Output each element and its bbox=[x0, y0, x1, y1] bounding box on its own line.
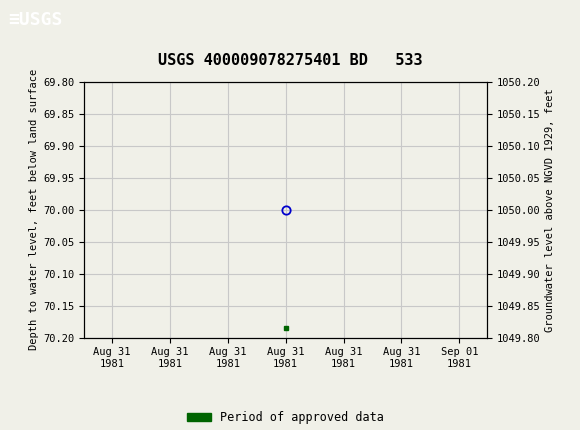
Y-axis label: Depth to water level, feet below land surface: Depth to water level, feet below land su… bbox=[29, 69, 39, 350]
Text: USGS 400009078275401 BD   533: USGS 400009078275401 BD 533 bbox=[158, 53, 422, 68]
Legend: Period of approved data: Period of approved data bbox=[183, 406, 389, 429]
Y-axis label: Groundwater level above NGVD 1929, feet: Groundwater level above NGVD 1929, feet bbox=[545, 88, 555, 332]
Text: ≡USGS: ≡USGS bbox=[9, 12, 63, 29]
